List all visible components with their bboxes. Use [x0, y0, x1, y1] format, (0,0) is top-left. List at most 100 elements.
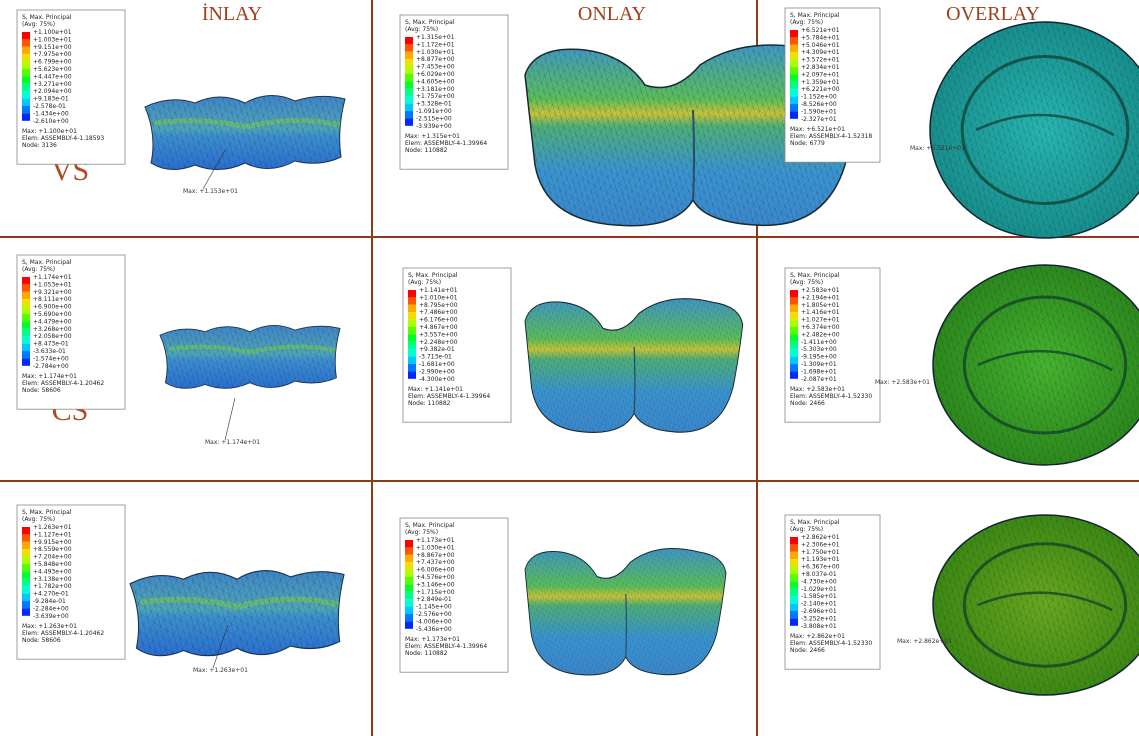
legend-value: -1.698e+01 — [801, 368, 837, 375]
legend-value: -2.140e+01 — [801, 601, 837, 608]
legend-elem: Elem: ASSEMBLY-4-1.18593 — [22, 135, 104, 142]
legend-swatch — [405, 118, 413, 125]
legend-swatch — [22, 601, 30, 608]
legend-swatch — [790, 604, 798, 611]
legend-value: +7.975e+00 — [33, 51, 72, 58]
legend-swatch — [22, 579, 30, 586]
legend-node: Node: 2466 — [790, 400, 825, 407]
legend-swatch — [22, 542, 30, 549]
legend-value: +6.374e+00 — [801, 324, 840, 331]
legend-elem: Elem: ASSEMBLY-4-1.52330 — [790, 393, 872, 400]
legend-elem: Elem: ASSEMBLY-4-1.39964 — [405, 643, 487, 650]
legend-value: -2.087e+01 — [801, 376, 837, 383]
max-annotation: Max: +2.583e+01 — [875, 379, 930, 386]
legend-elem: Elem: ASSEMBLY-4-1.52318 — [790, 133, 872, 140]
legend-value: +5.848e+00 — [33, 561, 72, 568]
legend-value: +1.030e+01 — [416, 49, 455, 56]
legend-value: -4.006e+00 — [416, 618, 452, 625]
legend-node: Node: 6779 — [790, 140, 825, 147]
legend-value: +2.094e+00 — [33, 88, 72, 95]
legend-swatch — [790, 618, 798, 625]
legend: S, Max. Principal(Avg: 75%)+6.521e+01+5.… — [785, 8, 880, 162]
legend-value: +1.010e+01 — [419, 294, 458, 301]
legend-value: +9.382e-01 — [419, 346, 455, 353]
legend-value: -1.309e+01 — [801, 361, 837, 368]
legend-elem: Elem: ASSEMBLY-4-1.39964 — [408, 393, 490, 400]
legend-swatch — [790, 97, 798, 104]
legend-title: S, Max. Principal — [790, 12, 840, 19]
legend-swatch — [408, 342, 416, 349]
legend: S, Max. Principal(Avg: 75%)+1.141e+01+1.… — [403, 268, 511, 422]
legend-value: +7.204e+00 — [33, 554, 72, 561]
legend-swatch — [405, 599, 413, 606]
legend-swatch — [405, 584, 413, 591]
legend-swatch — [790, 67, 798, 74]
legend-value: +1.416e+01 — [801, 309, 840, 316]
legend-node: Node: 3136 — [22, 142, 57, 149]
legend-swatch — [790, 574, 798, 581]
legend-swatch — [408, 364, 416, 371]
legend-value: -1.681e+00 — [419, 361, 455, 368]
annotation-leader — [225, 398, 235, 440]
column-header: OVERLAY — [946, 3, 1040, 25]
legend-swatch — [408, 297, 416, 304]
legend-value: -2.515e+00 — [416, 115, 452, 122]
legend-value: +2.583e+01 — [801, 287, 840, 294]
legend-swatch — [405, 547, 413, 554]
legend-value: -1.145e+00 — [416, 604, 452, 611]
legend-swatch — [22, 351, 30, 358]
inlay-model — [160, 325, 340, 388]
legend-swatch — [405, 37, 413, 44]
legend-value: +1.100e+01 — [33, 29, 72, 36]
legend-swatch — [790, 334, 798, 341]
legend-swatch — [405, 81, 413, 88]
legend-value: +8.473e-01 — [33, 341, 69, 348]
legend-value: +2.862e+01 — [801, 534, 840, 541]
legend-value: +8.559e+00 — [33, 546, 72, 553]
legend-swatch — [790, 60, 798, 67]
inlay-model — [145, 95, 345, 169]
legend-swatch — [22, 336, 30, 343]
legend-title: S, Max. Principal — [405, 522, 455, 529]
model-fissure — [693, 110, 694, 200]
legend-value: +2.306e+01 — [801, 541, 840, 548]
legend-value: +1.030e+01 — [416, 544, 455, 551]
legend-swatch — [790, 111, 798, 118]
legend-swatch — [790, 305, 798, 312]
legend-swatch — [405, 540, 413, 547]
legend-value: +3.572e+01 — [801, 57, 840, 64]
legend-swatch — [790, 320, 798, 327]
legend-swatch — [22, 292, 30, 299]
legend: S, Max. Principal(Avg: 75%)+1.100e+01+1.… — [17, 10, 125, 164]
legend-value: +4.493e+00 — [33, 568, 72, 575]
legend-swatch — [405, 607, 413, 614]
model-mesh — [160, 325, 340, 388]
legend-title: S, Max. Principal — [22, 259, 72, 266]
legend-node: Node: 110882 — [405, 650, 448, 657]
legend-value: -2.327e+01 — [801, 116, 837, 123]
legend-swatch — [790, 552, 798, 559]
legend-avg: (Avg: 75%) — [408, 279, 441, 286]
legend-swatch — [405, 89, 413, 96]
legend-value: +9.321e+00 — [33, 289, 72, 296]
legend-swatch — [405, 621, 413, 628]
legend-value: +8.877e+00 — [416, 56, 455, 63]
legend-swatch — [408, 312, 416, 319]
legend-swatch — [405, 577, 413, 584]
max-annotation: Max: +1.263e+01 — [193, 667, 248, 674]
legend-swatch — [790, 349, 798, 356]
legend-swatch — [790, 364, 798, 371]
legend-value: +1.174e+01 — [33, 274, 72, 281]
legend-node: Node: 58606 — [22, 387, 61, 394]
legend-swatch — [22, 564, 30, 571]
legend-swatch — [405, 67, 413, 74]
legend-swatch — [22, 54, 30, 61]
legend-swatch — [405, 592, 413, 599]
legend-swatch — [408, 371, 416, 378]
model-mesh — [130, 571, 344, 656]
legend-swatch — [22, 76, 30, 83]
legend-swatch — [405, 555, 413, 562]
legend-avg: (Avg: 75%) — [790, 19, 823, 26]
legend-swatch — [22, 314, 30, 321]
legend-swatch — [790, 104, 798, 111]
